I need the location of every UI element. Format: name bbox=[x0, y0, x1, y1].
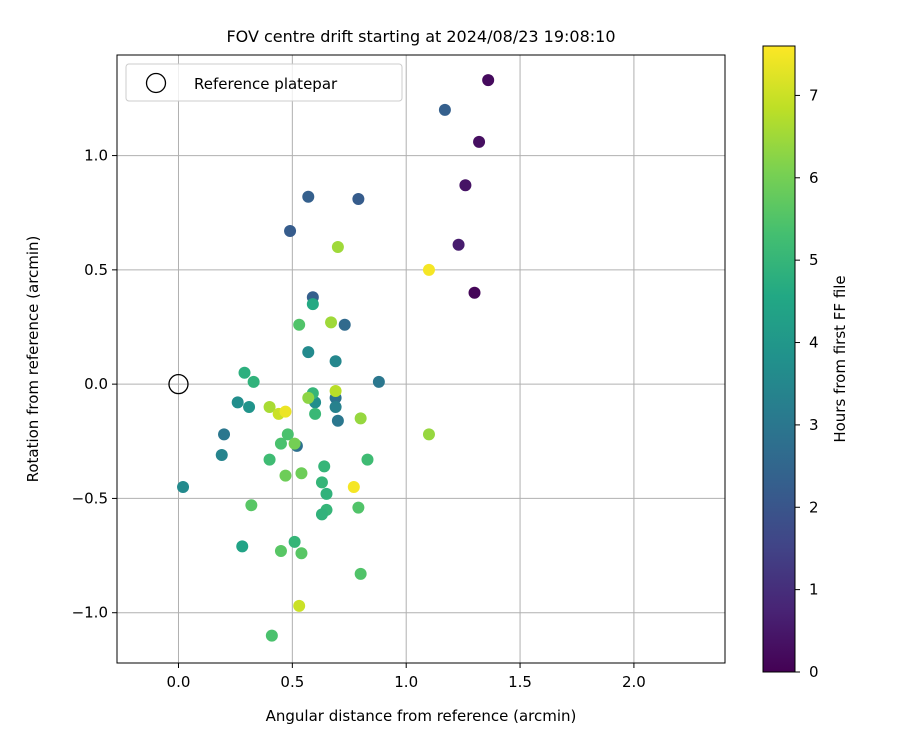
colorbar-tick-label: 0 bbox=[809, 663, 819, 681]
data-point bbox=[438, 103, 451, 116]
data-point bbox=[459, 179, 472, 192]
data-point bbox=[231, 396, 244, 409]
colorbar-tick-label: 1 bbox=[809, 581, 819, 599]
colorbar-label: Hours from first FF file bbox=[831, 275, 849, 442]
y-tick-label: −0.5 bbox=[72, 489, 108, 507]
data-point bbox=[218, 428, 231, 441]
data-point bbox=[295, 547, 308, 560]
x-tick-label: 1.0 bbox=[394, 673, 418, 691]
data-point bbox=[281, 428, 294, 441]
colorbar bbox=[762, 45, 796, 673]
legend: Reference platepar bbox=[125, 63, 403, 102]
x-tick-label: 2.0 bbox=[622, 673, 646, 691]
data-point bbox=[295, 467, 308, 480]
legend-box bbox=[125, 63, 403, 102]
data-point bbox=[320, 487, 333, 500]
x-axis-label: Angular distance from reference (arcmin) bbox=[266, 707, 577, 725]
data-point bbox=[468, 286, 481, 299]
data-point bbox=[302, 391, 315, 404]
reference-point-marker bbox=[168, 373, 189, 395]
data-point bbox=[274, 437, 287, 450]
data-point bbox=[315, 508, 328, 521]
data-point bbox=[247, 375, 260, 388]
data-point bbox=[302, 190, 315, 203]
data-point bbox=[338, 318, 351, 331]
colorbar-tick-label: 4 bbox=[809, 334, 819, 352]
y-tick-label: 1.0 bbox=[84, 147, 108, 165]
y-axis-ticks: −1.0 −0.5 0.0 0.5 1.0 bbox=[72, 147, 117, 622]
data-point bbox=[354, 412, 367, 425]
x-tick-label: 0.0 bbox=[167, 673, 191, 691]
data-point bbox=[422, 263, 435, 276]
data-point bbox=[315, 476, 328, 489]
colorbar-tick-label: 6 bbox=[809, 169, 819, 187]
data-point bbox=[263, 401, 276, 413]
data-point bbox=[318, 460, 331, 473]
chart-title: FOV centre drift starting at 2024/08/23 … bbox=[226, 27, 615, 46]
data-point bbox=[263, 453, 276, 466]
data-point bbox=[473, 135, 486, 148]
data-point bbox=[215, 449, 228, 461]
data-point bbox=[331, 414, 344, 427]
data-point bbox=[288, 437, 301, 450]
data-point bbox=[325, 316, 338, 329]
data-point bbox=[288, 535, 301, 548]
data-point bbox=[293, 318, 306, 331]
data-point bbox=[482, 74, 495, 87]
data-point bbox=[245, 499, 258, 512]
data-point bbox=[329, 385, 342, 397]
colorbar-tick-label: 7 bbox=[809, 86, 819, 104]
data-point bbox=[352, 193, 365, 205]
data-point bbox=[274, 545, 287, 557]
data-point bbox=[243, 401, 256, 413]
data-point bbox=[352, 501, 365, 514]
data-point bbox=[329, 401, 342, 413]
legend-label: Reference platepar bbox=[194, 75, 338, 93]
data-point bbox=[452, 238, 465, 251]
y-tick-label: 0.5 bbox=[84, 261, 108, 279]
x-axis-ticks: 0.0 0.5 1.0 1.5 2.0 bbox=[167, 663, 646, 691]
legend-marker bbox=[145, 72, 167, 94]
plot-frame bbox=[116, 54, 726, 664]
colorbar-ticks: 0 1 2 3 4 5 6 7 bbox=[795, 86, 819, 681]
data-point bbox=[329, 355, 342, 368]
x-tick-label: 0.5 bbox=[280, 673, 304, 691]
data-point bbox=[238, 366, 251, 379]
scatter-points bbox=[177, 74, 495, 642]
plot-area bbox=[117, 55, 725, 663]
data-point bbox=[279, 405, 292, 418]
data-point bbox=[284, 225, 297, 237]
y-tick-label: 0.0 bbox=[84, 375, 108, 393]
grid-lines bbox=[117, 55, 725, 663]
x-tick-label: 1.5 bbox=[508, 673, 532, 691]
y-axis-label: Rotation from reference (arcmin) bbox=[24, 236, 42, 483]
data-point bbox=[265, 629, 278, 642]
colorbar-tick-label: 2 bbox=[809, 498, 819, 516]
data-point bbox=[302, 346, 315, 359]
data-point bbox=[354, 567, 367, 580]
data-point bbox=[279, 469, 292, 482]
data-point bbox=[422, 428, 435, 441]
data-point bbox=[372, 375, 385, 388]
data-point bbox=[347, 481, 360, 493]
data-point bbox=[293, 599, 306, 612]
y-tick-label: −1.0 bbox=[72, 604, 108, 622]
data-point bbox=[236, 540, 249, 553]
data-point bbox=[309, 407, 322, 420]
data-point bbox=[331, 241, 344, 253]
colorbar-tick-label: 5 bbox=[809, 251, 819, 269]
data-point bbox=[361, 453, 374, 466]
colorbar-tick-label: 3 bbox=[809, 416, 819, 434]
data-point bbox=[306, 298, 319, 311]
data-point bbox=[177, 481, 190, 493]
